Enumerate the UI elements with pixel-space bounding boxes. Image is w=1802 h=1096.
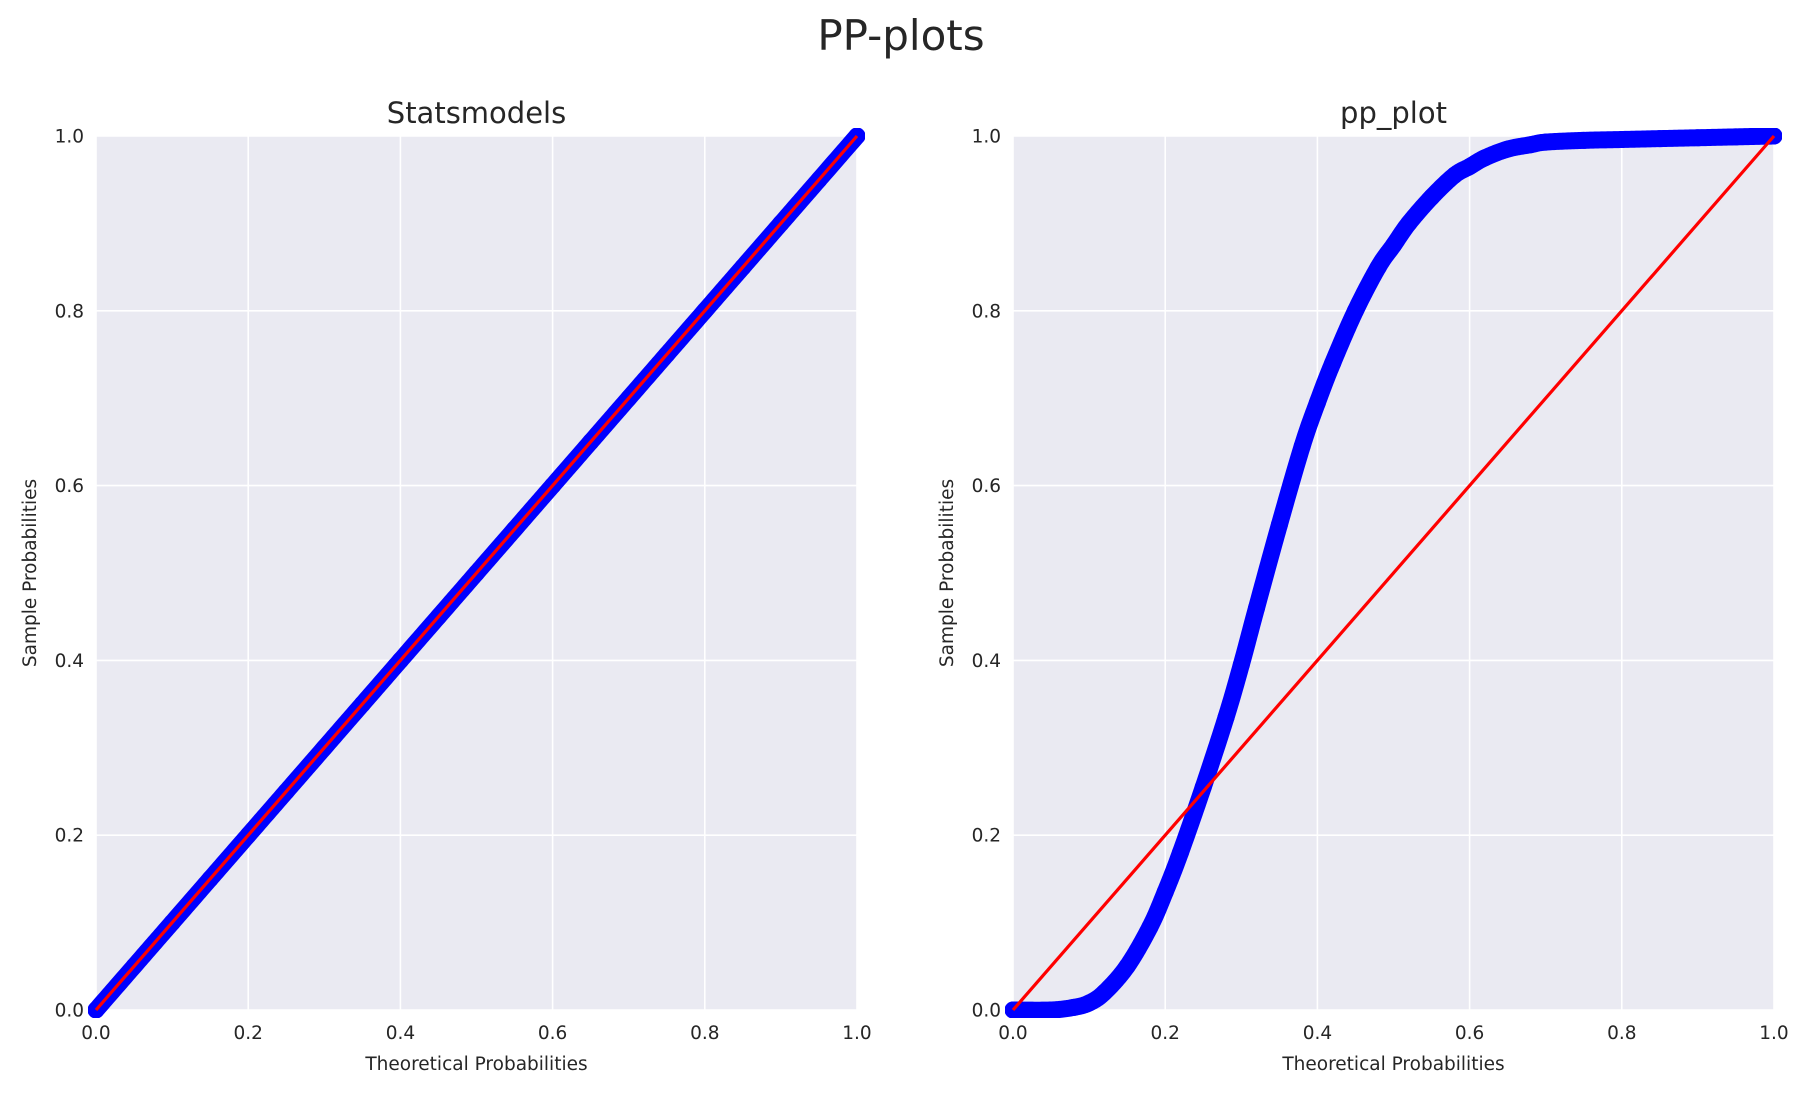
data-point bbox=[1651, 130, 1669, 148]
data-point bbox=[1423, 188, 1441, 206]
y-tick-label: 0.0 bbox=[55, 1001, 84, 1022]
data-point bbox=[1293, 437, 1311, 455]
data-point bbox=[1141, 918, 1159, 936]
data-point bbox=[1171, 844, 1189, 862]
y-tick-label: 1.0 bbox=[55, 127, 84, 148]
data-point bbox=[1270, 516, 1288, 534]
data-point bbox=[1461, 158, 1479, 176]
x-tick-label: 0.8 bbox=[1607, 1023, 1636, 1044]
data-point bbox=[1065, 998, 1083, 1016]
data-point bbox=[1521, 136, 1539, 154]
x-tick-label: 0.2 bbox=[1150, 1023, 1179, 1044]
y-tick-label: 0.4 bbox=[972, 651, 1001, 672]
data-point bbox=[1324, 354, 1342, 372]
x-tick-label: 1.0 bbox=[842, 1023, 871, 1044]
data-point bbox=[1346, 302, 1364, 320]
y-tick-label: 0.6 bbox=[972, 476, 1001, 497]
x-tick-label: 1.0 bbox=[1759, 1023, 1788, 1044]
data-point bbox=[1400, 214, 1418, 232]
x-tick-label: 0.0 bbox=[998, 1023, 1027, 1044]
chart-panel-1: 0.0 0.2 0.4 0.6 0.8 1.0 0.0 0.2 0.4 0.6 0.8 1.0 Stat… bbox=[20, 96, 872, 1075]
x-axis-label: Theoretical Probabilities bbox=[364, 1054, 587, 1075]
data-point bbox=[1537, 133, 1555, 151]
y-tick-label: 0.0 bbox=[972, 1001, 1001, 1022]
panel-title: Statsmodels bbox=[387, 96, 566, 130]
data-marks bbox=[1005, 128, 1782, 1018]
y-tick-label: 0.8 bbox=[55, 301, 84, 322]
data-point bbox=[1575, 131, 1593, 149]
y-tick-label: 0.6 bbox=[55, 476, 84, 497]
data-point bbox=[1095, 984, 1113, 1002]
y-tick-label: 0.8 bbox=[972, 301, 1001, 322]
figure-title: PP-plots bbox=[817, 11, 984, 60]
data-point bbox=[1499, 140, 1517, 158]
reference-line bbox=[94, 134, 859, 1012]
data-marks bbox=[88, 128, 865, 1018]
data-point bbox=[1369, 258, 1387, 276]
x-tick-label: 0.2 bbox=[233, 1023, 262, 1044]
y-axis-label: Sample Probabilities bbox=[937, 479, 958, 667]
y-axis-label: Sample Probabilities bbox=[20, 479, 41, 667]
data-point bbox=[1232, 656, 1250, 674]
data-point bbox=[1727, 128, 1745, 146]
data-point bbox=[1042, 1001, 1060, 1018]
x-tick-label: 0.4 bbox=[386, 1023, 415, 1044]
data-point bbox=[1217, 708, 1235, 726]
chart-panel-2: 0.0 0.2 0.4 0.6 0.8 1.0 0.0 0.2 0.4 0.6 0.8 1.0 pp_p… bbox=[937, 96, 1789, 1075]
data-point bbox=[1476, 149, 1494, 167]
panel-title: pp_plot bbox=[1340, 96, 1447, 130]
y-tick-label: 0.2 bbox=[972, 826, 1001, 847]
x-tick-label: 0.6 bbox=[1455, 1023, 1484, 1044]
y-tick-label: 0.2 bbox=[55, 826, 84, 847]
x-tick-label: 0.0 bbox=[81, 1023, 110, 1044]
data-point bbox=[1080, 994, 1098, 1012]
reference-line bbox=[1011, 134, 1776, 1012]
data-point bbox=[1194, 778, 1212, 796]
y-tick-label: 1.0 bbox=[972, 127, 1001, 148]
data-point bbox=[1445, 166, 1463, 184]
data-point bbox=[1613, 130, 1631, 148]
marker-band bbox=[1005, 128, 1782, 1018]
x-tick-label: 0.8 bbox=[690, 1023, 719, 1044]
x-tick-label: 0.4 bbox=[1303, 1023, 1332, 1044]
x-tick-label: 0.6 bbox=[538, 1023, 567, 1044]
data-point bbox=[1308, 394, 1326, 412]
data-point bbox=[1156, 883, 1174, 901]
y-tick-label: 0.4 bbox=[55, 651, 84, 672]
x-axis-label: Theoretical Probabilities bbox=[1281, 1054, 1504, 1075]
data-point bbox=[1385, 236, 1402, 254]
data-point bbox=[1248, 599, 1266, 617]
data-point bbox=[1118, 957, 1136, 975]
data-point bbox=[1689, 129, 1707, 147]
